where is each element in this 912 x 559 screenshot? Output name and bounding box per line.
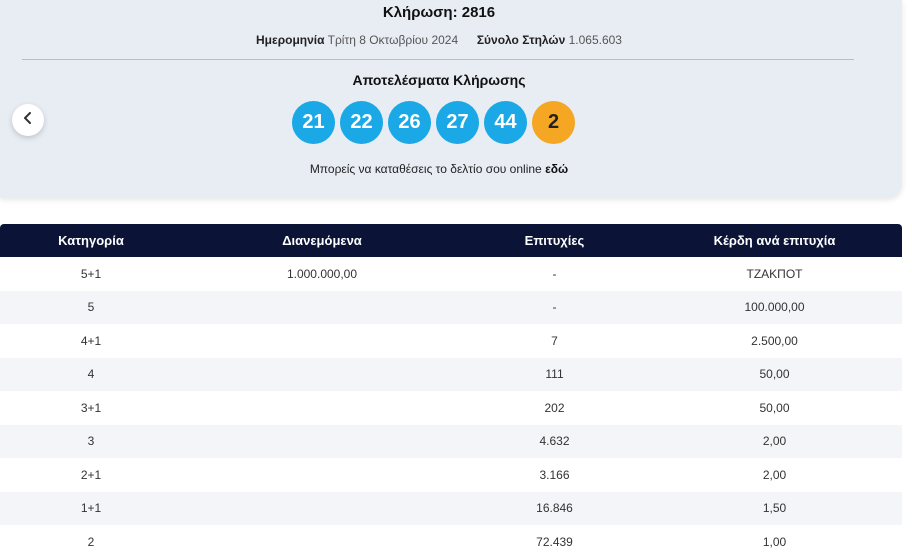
cell-category: 5 — [87, 300, 95, 315]
number-ball: 21 — [292, 101, 335, 144]
online-link[interactable]: εδώ — [545, 162, 569, 176]
draw-results-card: Κλήρωση: 2816 Ημερομηνία Τρίτη 8 Οκτωβρί… — [0, 0, 902, 198]
cell-prize: 1,50 — [762, 501, 787, 516]
cell-distributed — [182, 525, 462, 559]
cell-winners: 202 — [544, 400, 565, 415]
divider — [22, 59, 854, 60]
cell-category: 1+1 — [80, 501, 102, 516]
online-text: Μπορείς να καταθέσεις το δελτίο σου onli… — [309, 162, 542, 176]
table-row: 2 72.439 1,00 — [0, 525, 902, 559]
cell-category: 2+1 — [80, 467, 102, 482]
table-row: 4+1 7 2.500,00 — [0, 324, 902, 358]
cell-prize: 2,00 — [762, 467, 787, 482]
cell-winners: 111 — [545, 367, 564, 382]
cell-winners: - — [552, 266, 557, 281]
header-winners: Επιτυχίες — [462, 224, 647, 257]
cell-prize: 2.500,00 — [751, 333, 798, 348]
cell-winners: 3.166 — [539, 467, 570, 482]
cell-prize: 100.000,00 — [744, 300, 805, 315]
draw-title: Κλήρωση: 2816 — [382, 4, 496, 21]
table-row: 3 4.632 2,00 — [0, 424, 902, 459]
table-row: 1+1 16.846 1,50 — [0, 491, 902, 526]
cell-prize: ΤΖΑΚΠΟΤ — [746, 266, 803, 281]
cell-prize: 50,00 — [759, 367, 790, 382]
cell-distributed — [182, 291, 462, 325]
cell-category: 4+1 — [80, 333, 102, 348]
number-ball: 44 — [484, 101, 527, 144]
cell-winners: 72.439 — [536, 534, 573, 549]
cell-category: 4 — [87, 367, 95, 382]
header-prize-per-winner: Κέρδη ανά επιτυχία — [647, 224, 902, 257]
chevron-left-icon — [23, 111, 33, 129]
number-ball: 26 — [388, 101, 431, 144]
cell-category: 3+1 — [80, 400, 102, 415]
cell-distributed — [182, 358, 462, 392]
date-value: Τρίτη 8 Οκτωβρίου 2024 — [327, 33, 459, 47]
cell-distributed — [182, 425, 462, 459]
draw-meta: Ημερομηνία Τρίτη 8 Οκτωβρίου 2024 Σύνολο… — [0, 33, 878, 47]
results-title: Αποτελέσματα Κλήρωσης — [352, 72, 526, 88]
cell-distributed — [182, 458, 462, 492]
cell-prize: 1,00 — [762, 534, 787, 549]
cell-distributed — [182, 391, 462, 425]
cell-prize: 50,00 — [759, 400, 790, 415]
table-row: 4 111 50,00 — [0, 357, 902, 392]
cell-distributed — [182, 324, 462, 358]
cell-prize: 2,00 — [762, 434, 787, 449]
previous-draw-button[interactable] — [12, 104, 44, 136]
header-distributed: Διανεμόμενα — [182, 224, 462, 257]
cell-category: 2 — [87, 534, 95, 549]
cell-distributed — [182, 492, 462, 526]
cell-distributed: 1.000.000,00 — [286, 266, 358, 281]
cell-winners: - — [552, 300, 557, 315]
cell-winners: 7 — [551, 333, 558, 348]
columns-label: Σύνολο Στηλών — [476, 33, 566, 47]
cell-winners: 4.632 — [539, 434, 570, 449]
table-row: 5 - 100.000,00 — [0, 290, 902, 325]
cell-category: 5+1 — [80, 266, 102, 281]
cell-category: 3 — [87, 434, 95, 449]
prize-table: Κατηγορία Διανεμόμενα Επιτυχίες Κέρδη αν… — [0, 224, 902, 559]
date-label: Ημερομηνία — [256, 33, 325, 47]
columns-value: 1.065.603 — [568, 33, 622, 47]
table-row: 2+1 3.166 2,00 — [0, 458, 902, 492]
number-ball: 27 — [436, 101, 479, 144]
header-category: Κατηγορία — [0, 224, 182, 257]
winning-numbers: 21 22 26 27 44 2 — [292, 101, 575, 144]
online-play-note: Μπορείς να καταθέσεις το δελτίο σου onli… — [0, 162, 878, 176]
table-row: 5+1 1.000.000,00 - ΤΖΑΚΠΟΤ — [0, 257, 902, 291]
number-ball: 22 — [340, 101, 383, 144]
cell-winners: 16.846 — [536, 501, 573, 516]
table-row: 3+1 202 50,00 — [0, 391, 902, 425]
table-header-row: Κατηγορία Διανεμόμενα Επιτυχίες Κέρδη αν… — [0, 224, 902, 257]
joker-ball: 2 — [532, 101, 575, 144]
